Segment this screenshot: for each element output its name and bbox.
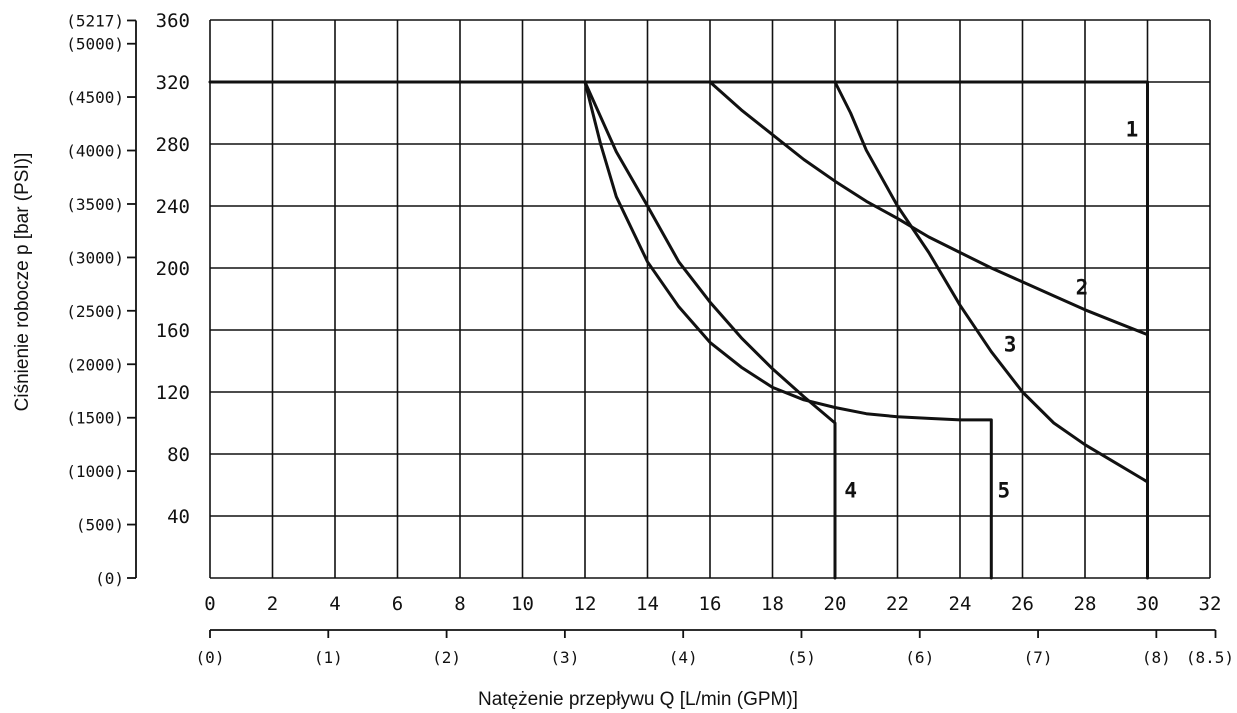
y-tick-label-40: 40: [167, 506, 190, 528]
curve-4: [583, 80, 837, 580]
curve-2: [708, 80, 1149, 337]
curve-5: [583, 80, 993, 580]
y-secondary-tick-label: (5217): [66, 11, 124, 30]
x-tick-label-12: 12: [574, 593, 597, 615]
y-tick-label-360: 360: [156, 10, 190, 32]
chart-grid: [209, 19, 1211, 579]
y-secondary-tick-label: (0): [95, 569, 124, 588]
y-secondary-tick-label: (1500): [66, 409, 124, 428]
x-secondary-tick-label: (5): [787, 648, 816, 667]
curve-1: [208, 80, 1149, 580]
x-secondary-tick-label: (8.5): [1186, 648, 1234, 667]
x-tick-label-8: 8: [454, 593, 465, 615]
y-axis-secondary: (0) (500) (1000) (1500) (2000) (2500) (3000) (3…: [66, 11, 137, 588]
y-secondary-tick-label: (3000): [66, 248, 124, 267]
y-secondary-tick-label: (4000): [66, 142, 124, 161]
y-tick-label-80: 80: [167, 444, 190, 466]
x-tick-label-18: 18: [761, 593, 784, 615]
x-tick-label-32: 32: [1199, 593, 1222, 615]
y-tick-label-160: 160: [156, 320, 190, 342]
y-axis-title: Ciśnienie robocze p [bar (PSI)]: [12, 153, 33, 412]
x-tick-label-24: 24: [949, 593, 972, 615]
y-secondary-tick-label: (2000): [66, 355, 124, 374]
x-axis-secondary: (0) (1) (2) (3) (4) (5) (6) (7) (8) (8.5): [196, 629, 1234, 667]
x-secondary-tick-label: (0): [196, 648, 225, 667]
x-tick-label-14: 14: [636, 593, 659, 615]
curve-label-4: 4: [844, 478, 857, 502]
y-secondary-tick-label: (4500): [66, 88, 124, 107]
x-tick-label-4: 4: [329, 593, 340, 615]
x-tick-label-2: 2: [267, 593, 278, 615]
curve-label-2: 2: [1076, 275, 1089, 299]
x-axis-title: Natężenie przepływu Q [L/min (GPM)]: [478, 689, 798, 710]
x-tick-label-10: 10: [511, 593, 534, 615]
x-tick-label-0: 0: [204, 593, 215, 615]
x-secondary-tick-label: (1): [314, 648, 343, 667]
y-tick-label-240: 240: [156, 196, 190, 218]
y-tick-label-320: 320: [156, 72, 190, 94]
x-tick-label-6: 6: [392, 593, 403, 615]
x-secondary-tick-label: (3): [550, 648, 579, 667]
x-secondary-tick-label: (7): [1024, 648, 1053, 667]
y-tick-label-200: 200: [156, 258, 190, 280]
x-secondary-tick-label: (6): [905, 648, 934, 667]
curve-label-1: 1: [1126, 117, 1139, 141]
x-tick-label-30: 30: [1136, 593, 1159, 615]
y-secondary-tick-label: (2500): [66, 302, 124, 321]
y-tick-label-280: 280: [156, 134, 190, 156]
y-secondary-tick-label: (3500): [66, 195, 124, 214]
curve-label-5: 5: [998, 478, 1011, 502]
y-secondary-tick-label: (1000): [66, 462, 124, 481]
curve-3: [833, 80, 1149, 484]
y-secondary-tick-label: (5000): [66, 35, 124, 54]
y-secondary-tick-label: (500): [76, 516, 124, 535]
x-tick-label-16: 16: [699, 593, 722, 615]
x-tick-label-22: 22: [886, 593, 909, 615]
x-axis-tick-labels: 0 2 4 6 8 10 12 14 16 18 20 22 24 26 28 30 32: [204, 593, 1221, 615]
x-secondary-tick-label: (4): [669, 648, 698, 667]
x-tick-label-26: 26: [1011, 593, 1034, 615]
chart-curves: 1 2 3 4 5: [208, 80, 1149, 580]
x-secondary-tick-label: (2): [432, 648, 461, 667]
y-axis-tick-labels: 40 80 120 160 200 240 280 320 360: [156, 10, 190, 528]
x-tick-label-20: 20: [824, 593, 847, 615]
y-tick-label-120: 120: [156, 382, 190, 404]
curve-label-3: 3: [1004, 333, 1017, 357]
x-secondary-tick-label: (8): [1142, 648, 1171, 667]
x-tick-label-28: 28: [1074, 593, 1097, 615]
